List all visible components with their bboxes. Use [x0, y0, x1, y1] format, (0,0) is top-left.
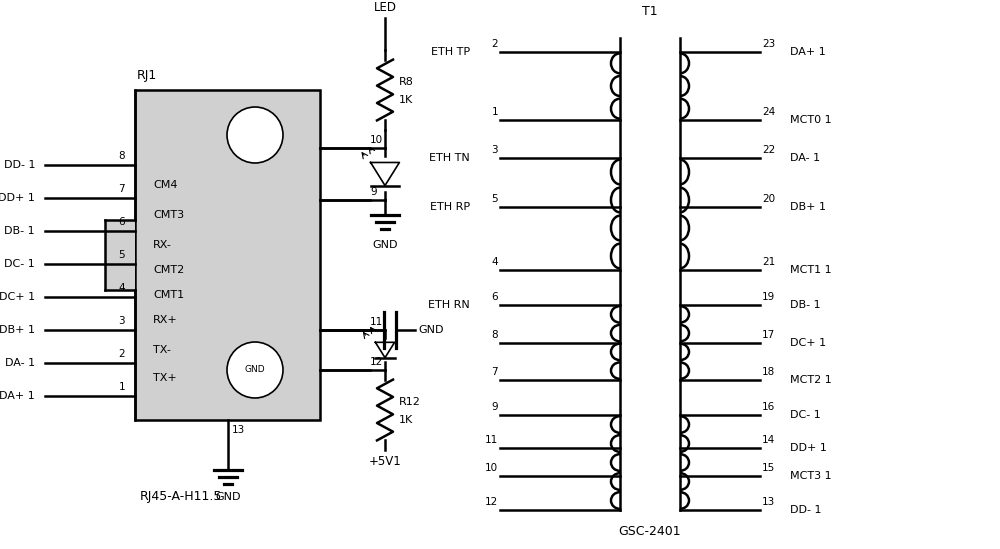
Text: 10: 10 [370, 135, 383, 145]
Text: DA+ 1: DA+ 1 [790, 47, 826, 57]
Text: DB- 1: DB- 1 [4, 226, 35, 236]
Text: 12: 12 [485, 497, 498, 507]
Text: 3: 3 [118, 316, 125, 326]
Text: MCT2 1: MCT2 1 [790, 375, 832, 385]
Text: DA+ 1: DA+ 1 [0, 391, 35, 401]
Text: 8: 8 [491, 330, 498, 340]
Text: DA- 1: DA- 1 [790, 153, 820, 163]
Text: 5: 5 [118, 250, 125, 260]
Text: DB+ 1: DB+ 1 [790, 202, 826, 212]
Text: CMT3: CMT3 [153, 210, 184, 220]
Text: DB- 1: DB- 1 [790, 300, 821, 310]
Text: 19: 19 [762, 292, 775, 302]
Text: R8: R8 [399, 77, 414, 87]
Text: 2: 2 [491, 39, 498, 49]
Text: 17: 17 [762, 330, 775, 340]
Text: T1: T1 [642, 5, 658, 18]
Text: MCT3 1: MCT3 1 [790, 471, 832, 481]
Text: DD+ 1: DD+ 1 [0, 193, 35, 203]
Text: 13: 13 [232, 425, 245, 435]
Text: TX-: TX- [153, 345, 171, 355]
Text: DC+ 1: DC+ 1 [790, 338, 826, 348]
Text: 16: 16 [762, 402, 775, 412]
Text: 12: 12 [370, 357, 383, 367]
Text: GND: GND [372, 240, 398, 250]
Text: DC- 1: DC- 1 [790, 410, 821, 420]
Text: DB+ 1: DB+ 1 [0, 325, 35, 335]
Text: 7: 7 [118, 184, 125, 194]
Text: 1: 1 [118, 382, 125, 392]
Text: TX+: TX+ [153, 373, 177, 383]
Text: 5: 5 [491, 194, 498, 204]
Text: R12: R12 [399, 397, 421, 407]
Text: 9: 9 [370, 187, 377, 197]
Text: 21: 21 [762, 257, 775, 267]
Text: 11: 11 [485, 435, 498, 445]
Text: CMT2: CMT2 [153, 265, 184, 275]
Text: DD- 1: DD- 1 [790, 505, 822, 515]
Text: RX+: RX+ [153, 315, 178, 325]
Circle shape [227, 342, 283, 398]
Circle shape [227, 107, 283, 163]
Text: 1: 1 [491, 107, 498, 117]
Text: GND: GND [245, 366, 265, 374]
Text: RJ1: RJ1 [137, 69, 157, 82]
Bar [135, 90, 320, 420]
Text: 20: 20 [762, 194, 775, 204]
Text: 10: 10 [485, 463, 498, 473]
Text: CM4: CM4 [153, 180, 178, 190]
Text: 14: 14 [762, 435, 775, 445]
Text: 6: 6 [118, 217, 125, 227]
Text: DD- 1: DD- 1 [4, 160, 35, 170]
Text: 24: 24 [762, 107, 775, 117]
Text: MCT0 1: MCT0 1 [790, 115, 832, 125]
Text: DD+ 1: DD+ 1 [790, 443, 827, 453]
Bar [105, 220, 135, 290]
Text: 4: 4 [491, 257, 498, 267]
Text: MCT1 1: MCT1 1 [790, 265, 832, 275]
Text: 7: 7 [491, 367, 498, 377]
Text: CMT1: CMT1 [153, 290, 184, 300]
Text: 8: 8 [118, 151, 125, 161]
Text: 13: 13 [762, 497, 775, 507]
Text: 1K: 1K [399, 95, 413, 105]
Text: RJ45-A-H11.5: RJ45-A-H11.5 [140, 490, 222, 503]
Text: GND: GND [215, 492, 241, 502]
Text: 6: 6 [491, 292, 498, 302]
Text: GSC-2401: GSC-2401 [619, 525, 681, 538]
Text: 18: 18 [762, 367, 775, 377]
Text: 15: 15 [762, 463, 775, 473]
Text: 23: 23 [762, 39, 775, 49]
Text: +5V1: +5V1 [369, 455, 401, 468]
Text: DC- 1: DC- 1 [4, 259, 35, 269]
Text: RX-: RX- [153, 240, 172, 250]
Text: 22: 22 [762, 145, 775, 155]
Text: ETH RN: ETH RN [428, 300, 470, 310]
Text: DA- 1: DA- 1 [5, 358, 35, 368]
Text: 9: 9 [491, 402, 498, 412]
Text: ETH RP: ETH RP [430, 202, 470, 212]
Text: ETH TN: ETH TN [429, 153, 470, 163]
Text: 11: 11 [370, 317, 383, 327]
Text: LED: LED [374, 1, 396, 14]
Text: 1K: 1K [399, 415, 413, 425]
Text: 2: 2 [118, 349, 125, 359]
Text: GND: GND [418, 325, 444, 335]
Text: ETH TP: ETH TP [431, 47, 470, 57]
Text: DC+ 1: DC+ 1 [0, 292, 35, 302]
Text: 4: 4 [118, 283, 125, 293]
Text: 3: 3 [491, 145, 498, 155]
